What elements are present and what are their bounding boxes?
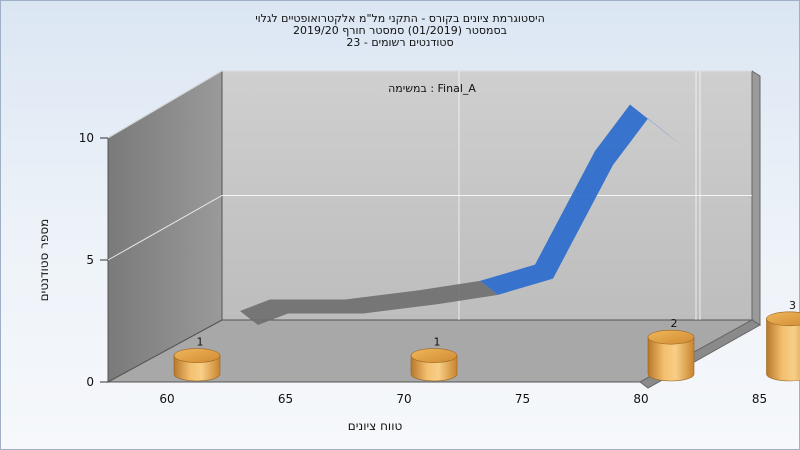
x-tick-labels: 6065707580859095 [159,392,767,406]
chart-title-line-2: בסמסטר (01/2019) סמסטר חורף 2019/20 [293,24,507,37]
bar-60: 1 [173,336,221,382]
bars-group: 112375 [173,299,800,382]
bar-value-label: 1 [434,336,441,349]
ribbon-segment-blue [480,104,683,295]
bar-top [410,348,458,363]
y-axis-title: מספר סטודנטים [37,219,51,302]
bar-body [647,336,695,382]
y-tick-label: 5 [86,253,94,267]
bar-top [766,311,800,327]
chart-title-line-1: היסטוגרמת ציונים בקורס - התקני מל"מ אלקט… [255,12,545,25]
x-tick-label: 80 [633,392,648,406]
y-tick-label: 10 [79,131,94,145]
bar-value-label: 1 [197,336,204,349]
task-annotation: במשימה : Final_A [388,82,476,95]
x-axis-title: טווח ציונים [348,419,403,433]
bar-top [173,348,221,363]
bar-80: 2 [647,317,695,382]
x-tick-label: 60 [159,392,174,406]
y-tick-label: 0 [86,375,94,389]
bar-body [766,318,800,382]
x-tick-label: 75 [515,392,530,406]
y-tick-labels: 0 5 10 [79,131,108,389]
bar-top [647,329,695,345]
chart-title-line-3: סטודנטים רשומים - 23 [346,36,454,49]
bar-70: 1 [410,336,458,382]
bar-value-label: 2 [671,317,678,330]
gridline [107,70,752,139]
x-tick-label: 70 [396,392,411,406]
ribbon-series [240,104,683,326]
bar-85: 3 [766,299,800,382]
x-tick-label: 85 [752,392,767,406]
x-tick-label: 65 [278,392,293,406]
right-wall-edge [751,70,761,326]
ribbon-segment-gray [240,280,498,326]
bar-value-label: 3 [789,299,796,312]
